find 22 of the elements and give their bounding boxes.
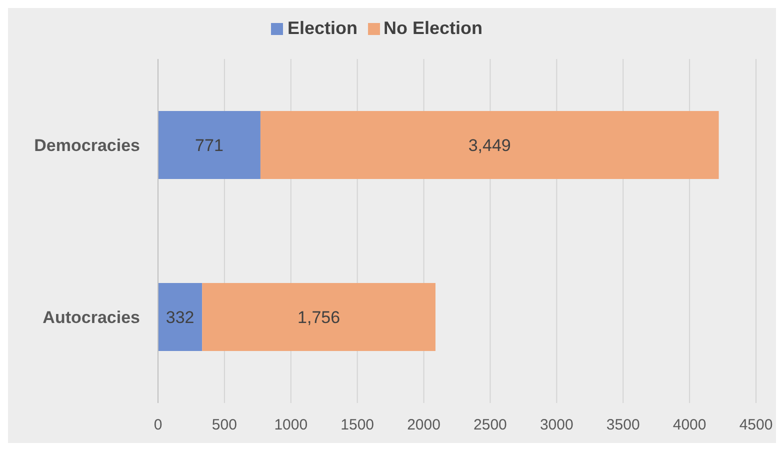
data-label: 3,449 [468, 136, 511, 156]
bar [158, 111, 260, 179]
bar [158, 283, 202, 351]
x-tick-label: 2500 [474, 416, 507, 434]
x-tick-label: 1500 [340, 416, 374, 434]
data-label: 771 [195, 136, 224, 156]
x-tick-label: 4500 [739, 416, 773, 434]
data-label: 1,756 [298, 308, 340, 328]
x-tick-label: 2000 [407, 416, 440, 434]
x-tick-label: 0 [154, 416, 162, 434]
x-tick-label: 3500 [606, 416, 640, 434]
y-tick-label: Autocracies [42, 308, 140, 328]
bar [202, 283, 436, 351]
legend-label: No Election [384, 18, 483, 38]
x-tick-label: 4000 [672, 416, 706, 434]
x-tick-label: 3000 [540, 416, 574, 434]
legend-label: Election [287, 18, 358, 38]
x-tick-label: 500 [212, 416, 237, 434]
x-tick-label: 1000 [274, 416, 308, 434]
data-label: 332 [166, 308, 194, 328]
bar [260, 111, 719, 179]
y-tick-label: Democracies [34, 136, 140, 156]
